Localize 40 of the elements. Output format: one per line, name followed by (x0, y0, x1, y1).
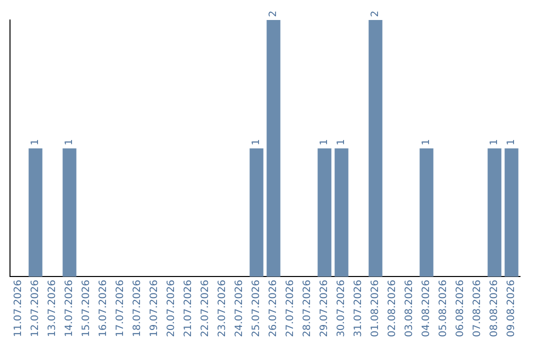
x-tick-label: 30.07.2026 (336, 280, 348, 338)
x-tick-label: 03.08.2026 (404, 280, 416, 338)
data-label: 1 (489, 138, 500, 146)
x-tick-label: 18.07.2026 (132, 280, 144, 338)
x-tick-label: 27.07.2026 (285, 280, 296, 338)
x-tick-label: 11.07.2026 (13, 280, 24, 338)
x-tick-label: 14.07.2026 (64, 280, 76, 338)
x-tick-label: 31.07.2026 (353, 280, 364, 338)
x-tick-label: 22.07.2026 (200, 280, 212, 338)
data-label: 2 (370, 10, 382, 17)
x-tick-label: 17.07.2026 (115, 280, 126, 338)
data-label: 1 (506, 138, 518, 146)
data-label: 1 (64, 138, 76, 146)
x-tick-label: 23.07.2026 (217, 280, 228, 338)
x-tick-label: 04.08.2026 (421, 280, 432, 338)
x-tick-label: 02.08.2026 (387, 280, 398, 338)
x-tick-label: 19.07.2026 (149, 280, 160, 338)
data-label: 1 (30, 138, 42, 146)
x-tick-label: 12.07.2026 (30, 280, 42, 338)
x-tick-label: 24.07.2026 (234, 280, 246, 338)
x-tick-label: 08.08.2026 (489, 280, 500, 338)
data-label: 1 (319, 138, 330, 146)
x-tick-label: 26.07.2026 (268, 280, 280, 338)
data-label: 1 (251, 138, 262, 146)
x-tick-label: 20.07.2026 (166, 280, 178, 338)
x-tick-label: 07.08.2026 (472, 280, 484, 338)
data-label: 1 (421, 138, 432, 146)
x-tick-label: 09.08.2026 (506, 280, 518, 338)
x-tick-label: 25.07.2026 (251, 280, 262, 338)
data-label: 1 (336, 138, 348, 146)
x-tick-label: 06.08.2026 (455, 280, 466, 338)
x-tick-label: 16.07.2026 (98, 280, 110, 338)
x-tick-label: 01.08.2026 (370, 280, 382, 338)
x-tick-label: 15.07.2026 (81, 280, 92, 338)
data-label: 2 (268, 10, 280, 17)
x-tick-label: 28.07.2026 (302, 280, 314, 338)
x-tick-label: 05.08.2026 (438, 280, 450, 338)
x-tick-label: 13.07.2026 (47, 280, 58, 338)
x-tick-label: 21.07.2026 (183, 280, 194, 338)
x-tick-label: 29.07.2026 (319, 280, 330, 338)
